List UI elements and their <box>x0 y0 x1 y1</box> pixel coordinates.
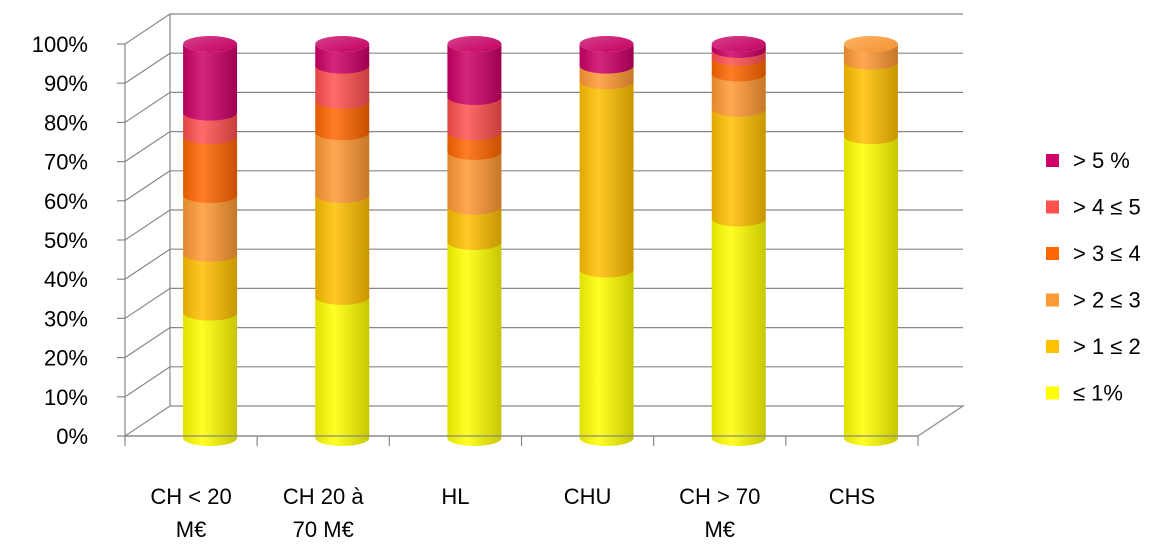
x-axis <box>124 435 919 446</box>
bar-segment <box>711 216 766 446</box>
bar-segment <box>447 44 502 105</box>
y-tick-label: 50% <box>44 228 88 253</box>
bar-segment <box>315 98 370 141</box>
y-tick-label: 90% <box>44 71 88 96</box>
legend-swatch <box>1046 200 1059 214</box>
gridline-side <box>124 131 171 163</box>
bar-top-cap <box>843 36 898 52</box>
y-axis-tick-labels: 0% 10% 20% 30% 40% 50% 60% 70% 80% 90% 100% <box>32 32 88 449</box>
y-tick-label: 70% <box>44 150 88 175</box>
bar-segment <box>843 44 898 70</box>
bar-segment <box>711 71 766 117</box>
x-category-label: CH < 20 <box>150 484 231 509</box>
bars <box>183 36 898 446</box>
legend-swatch <box>1046 293 1059 307</box>
bar-top-cap <box>579 36 634 52</box>
y-tick-label: 60% <box>44 189 88 214</box>
gridline-side <box>124 287 171 319</box>
x-category-label: M€ <box>176 517 207 542</box>
legend-swatch <box>1046 386 1059 400</box>
bar-top-cap <box>183 36 238 52</box>
x-category-label: CHS <box>829 484 875 509</box>
bar-segment <box>579 44 634 74</box>
x-category-label: CHU <box>564 484 612 509</box>
bar-top-cap <box>447 36 502 52</box>
legend-label: > 5 % <box>1073 148 1130 173</box>
chart-floor <box>123 405 965 437</box>
bar-segment <box>183 192 238 262</box>
y-tick-label: 20% <box>44 346 88 371</box>
bar-segment <box>843 59 898 145</box>
bar-top-cap <box>315 36 370 52</box>
bar-stack <box>579 36 634 446</box>
gridline-side <box>124 52 171 84</box>
bar-segment <box>579 79 634 278</box>
gridline-side <box>124 91 171 123</box>
bar-segment <box>447 240 502 446</box>
bar-segment <box>315 130 370 203</box>
bar-segment <box>711 55 766 82</box>
bar-stack <box>183 36 238 446</box>
bar-segment <box>183 134 238 203</box>
bar-top-cap <box>711 36 766 52</box>
legend-label: ≤ 1% <box>1073 381 1123 406</box>
bar-segment <box>711 44 766 58</box>
bar-segment <box>315 63 370 109</box>
gridline-side <box>124 327 171 359</box>
bar-segment <box>315 44 370 74</box>
gridline-side <box>124 209 171 241</box>
y-tick-label: 40% <box>44 267 88 292</box>
bar-stack <box>843 36 898 446</box>
gridlines <box>117 13 963 437</box>
bar-segment <box>711 106 766 227</box>
x-axis-category-labels: CH < 20 M€ CH 20 à 70 M€ HL CHU CH > 70 M€ CHS <box>150 484 875 542</box>
chart-walls <box>123 405 965 437</box>
bar-segment <box>183 44 238 121</box>
gridline-side <box>124 248 171 280</box>
bar-segment <box>183 310 238 446</box>
bar-stack <box>447 36 502 446</box>
x-category-label: 70 M€ <box>293 517 354 542</box>
y-tick-label: 100% <box>32 32 88 57</box>
x-category-label: HL <box>441 484 469 509</box>
legend-swatch <box>1046 154 1059 167</box>
legend-swatch <box>1046 340 1059 353</box>
bar-segment <box>843 134 898 446</box>
legend-label: > 1 ≤ 2 <box>1073 334 1141 359</box>
x-category-label: CH 20 à <box>283 484 364 509</box>
gridline-side <box>124 13 171 45</box>
bar-segment <box>315 294 370 446</box>
bar-stack <box>315 36 370 446</box>
x-category-label: CH > 70 <box>679 484 760 509</box>
x-category-label: M€ <box>704 517 735 542</box>
legend-label: > 2 ≤ 3 <box>1073 288 1141 313</box>
bar-stack <box>711 36 766 446</box>
legend-label: > 4 ≤ 5 <box>1073 195 1141 220</box>
bar-segment <box>447 94 502 141</box>
bar-segment <box>579 63 634 90</box>
bar-segment <box>579 267 634 446</box>
legend-swatch <box>1046 247 1059 260</box>
bar-segment <box>447 149 502 215</box>
y-tick-label: 80% <box>44 110 88 135</box>
bar-segment <box>183 251 238 321</box>
y-tick-label: 0% <box>56 424 88 449</box>
legend: > 5 % > 4 ≤ 5 > 3 ≤ 4 > 2 ≤ 3 > 1 ≤ 2 ≤ 1% <box>1046 148 1141 406</box>
legend-label: > 3 ≤ 4 <box>1073 241 1141 266</box>
gridline-side <box>124 366 171 398</box>
bar-segment <box>447 204 502 250</box>
y-tick-label: 10% <box>44 385 88 410</box>
bar-segment <box>315 192 370 305</box>
gridline-side <box>124 170 171 202</box>
y-tick-label: 30% <box>44 306 88 331</box>
